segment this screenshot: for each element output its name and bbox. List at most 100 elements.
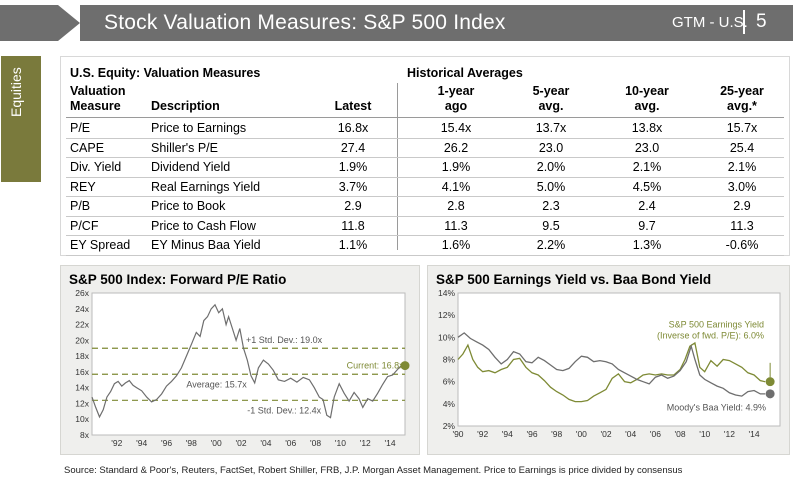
yield-x-tick: '06	[650, 429, 661, 439]
cell-measure: P/CF	[70, 218, 99, 233]
cell-measure: EY Spread	[70, 238, 131, 252]
cell-latest: 2.9	[344, 199, 362, 213]
header-25yr: 25-year avg.*	[720, 84, 764, 113]
pe-x-tick: '06	[285, 438, 296, 448]
pe-y-tick: 8x	[80, 430, 90, 440]
cell-5yr: 5.0%	[536, 179, 566, 194]
baa-yield-label: Moody's Baa Yield: 4.9%	[667, 402, 766, 412]
yield-y-tick: 2%	[443, 421, 456, 431]
earnings-yield-label-2: (Inverse of fwd. P/E): 6.0%	[657, 330, 764, 340]
baa-yield-marker	[765, 389, 775, 399]
section-tab[interactable]	[1, 56, 41, 182]
pe-x-tick: '00	[211, 438, 222, 448]
pe-y-tick: 22x	[75, 320, 89, 330]
cell-25yr: 25.4	[729, 140, 755, 155]
cell-1yr: 1.6%	[441, 238, 471, 252]
pe-y-tick: 10x	[75, 414, 89, 424]
pe-x-tick: '12	[360, 438, 371, 448]
cell-description: Real Earnings Yield	[151, 179, 261, 194]
yield-x-tick: '92	[477, 429, 488, 439]
header-10yr: 10-year avg.	[625, 84, 669, 113]
pe-chart-title: S&P 500 Index: Forward P/E Ratio	[69, 272, 287, 287]
cell-1yr: 11.3	[444, 218, 468, 233]
cell-5yr: 13.7x	[535, 121, 567, 135]
pe-y-tick: 16x	[75, 367, 89, 377]
header-1yr: 1-year ago	[437, 84, 475, 113]
earnings-yield-marker	[765, 377, 775, 387]
cell-10yr: 23.0	[634, 140, 660, 155]
cell-10yr: 13.8x	[631, 121, 663, 135]
pe-y-tick: 24x	[75, 304, 89, 314]
row-rule	[66, 196, 784, 197]
yield-x-tick: '00	[576, 429, 587, 439]
yield-y-tick: 12%	[438, 310, 455, 320]
pe-current-label: Current: 16.8x	[347, 361, 405, 371]
header-rule	[66, 117, 784, 118]
pe-y-tick: 26x	[75, 288, 89, 298]
pe-x-tick: '96	[161, 438, 172, 448]
cell-25yr: 15.7x	[726, 121, 758, 135]
page-ref: GTM - U.S.	[672, 14, 748, 31]
cell-measure: P/B	[70, 199, 91, 213]
yield-y-tick: 14%	[438, 288, 455, 298]
row-rule	[66, 137, 784, 139]
pe-chart-panel: S&P 500 Index: Forward P/E Ratio 8x 10x 12…	[60, 265, 420, 455]
cell-latest: 3.7%	[338, 179, 368, 194]
page-title: Stock Valuation Measures: S&P 500 Index	[104, 11, 506, 34]
cell-25yr: 2.9	[733, 199, 751, 213]
pe-x-tick: '14	[385, 438, 396, 448]
pe-y-tick: 12x	[75, 398, 89, 408]
yield-chart-title: S&P 500 Earnings Yield vs. Baa Bond Yiel…	[436, 272, 712, 287]
source-note: Source: Standard & Poor's, Reuters, Fact…	[64, 465, 683, 476]
header-5yr: 5-year avg.	[532, 84, 570, 113]
cell-description: EY Minus Baa Yield	[151, 238, 261, 252]
cell-1yr: 4.1%	[441, 179, 471, 194]
cell-1yr: 15.4x	[440, 121, 472, 135]
pe-x-tick: '92	[111, 438, 122, 448]
header-bar: Stock Valuation Measures: S&P 500 Index …	[0, 0, 799, 50]
cell-5yr: 2.2%	[536, 238, 566, 252]
header-chevron	[0, 5, 58, 41]
cell-description: Dividend Yield	[151, 160, 231, 174]
cell-10yr: 1.3%	[632, 238, 662, 252]
earnings-yield-label: S&P 500 Earnings Yield	[669, 319, 764, 329]
cell-measure: REY	[70, 179, 96, 194]
row-rule	[66, 254, 784, 256]
cell-latest: 16.8x	[337, 121, 369, 135]
row-rule	[66, 215, 784, 217]
cell-25yr: -0.6%	[725, 238, 759, 252]
pe-minus-std-label: -1 Std. Dev.: 12.4x	[247, 405, 321, 415]
cell-1yr: 26.2	[443, 140, 469, 155]
baa-yield-line	[457, 332, 766, 397]
page-separator	[743, 10, 745, 34]
pe-plus-std-label: +1 Std. Dev.: 19.0x	[246, 335, 323, 345]
cell-description: Price to Earnings	[151, 121, 247, 135]
column-divider	[397, 83, 398, 250]
cell-5yr: 2.3	[542, 199, 560, 213]
yield-x-tick: '08	[675, 429, 686, 439]
yield-x-tick: '90	[452, 429, 463, 439]
valuation-table: U.S. Equity: Valuation Measures Historic…	[60, 56, 790, 256]
header-latest: Latest	[334, 99, 372, 113]
cell-10yr: 2.1%	[632, 160, 662, 174]
cell-1yr: 2.8	[447, 199, 465, 213]
cell-measure: P/E	[70, 121, 91, 135]
cell-latest: 1.9%	[338, 160, 368, 174]
pe-x-tick: '98	[186, 438, 197, 448]
cell-10yr: 4.5%	[632, 179, 662, 194]
yield-x-tick: '98	[551, 429, 562, 439]
header-measure: Valuation Measure	[70, 84, 126, 113]
row-rule	[66, 176, 784, 178]
pe-x-tick: '04	[260, 438, 271, 448]
pe-series-line	[91, 303, 402, 419]
yield-y-tick: 6%	[443, 377, 456, 387]
cell-10yr: 9.7	[638, 218, 656, 233]
earnings-yield-line	[457, 341, 766, 403]
yield-x-tick: '10	[699, 429, 710, 439]
pe-x-tick: '02	[236, 438, 247, 448]
yield-chart-panel: S&P 500 Earnings Yield vs. Baa Bond Yiel…	[427, 265, 790, 455]
yield-x-tick: '94	[502, 429, 513, 439]
pe-y-tick: 20x	[75, 335, 89, 345]
yield-x-tick: '12	[724, 429, 735, 439]
page-number: 5	[756, 11, 767, 32]
